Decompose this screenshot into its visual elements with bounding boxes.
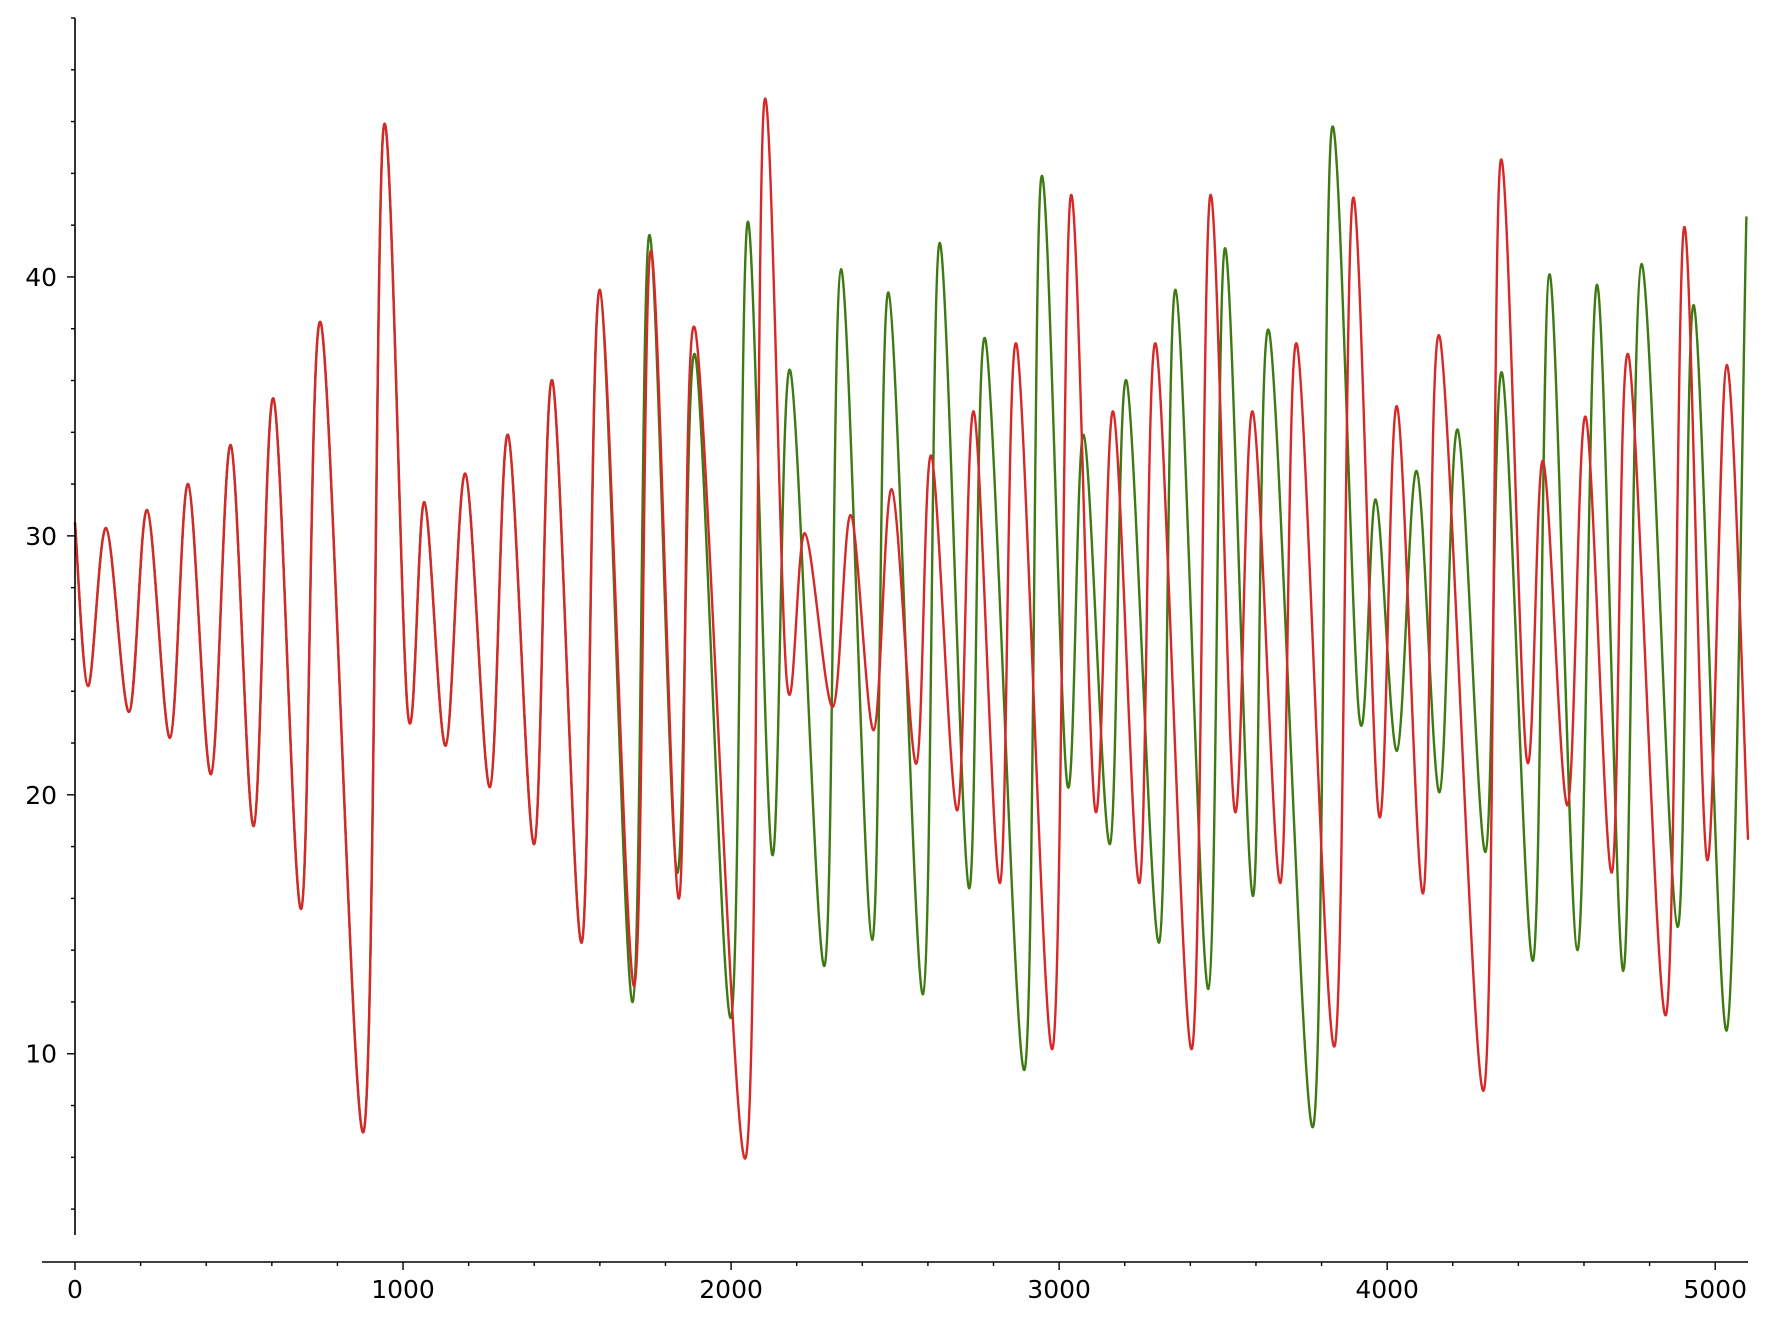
x-ticks: 0 1000 2000 3000 4000 5000 [67,1262,1747,1304]
y-tick-label: 30 [25,522,57,551]
x-tick-label: 5000 [1683,1275,1747,1304]
y-tick-label: 20 [25,781,57,810]
x-tick-label: 0 [67,1275,83,1304]
y-ticks: 10 20 30 40 [25,17,75,1210]
x-tick-label: 2000 [699,1275,763,1304]
series-layer [73,97,1750,1160]
axes-layer: 0 1000 2000 3000 4000 5000 10 20 30 40 [25,17,1748,1304]
y-tick-label: 10 [25,1040,57,1069]
x-tick-label: 4000 [1355,1275,1419,1304]
x-tick-label: 1000 [371,1275,435,1304]
y-tick-label: 40 [25,263,57,292]
series-line-2 [73,97,1750,1160]
series-line-1 [73,123,1748,1134]
x-tick-label: 3000 [1027,1275,1091,1304]
